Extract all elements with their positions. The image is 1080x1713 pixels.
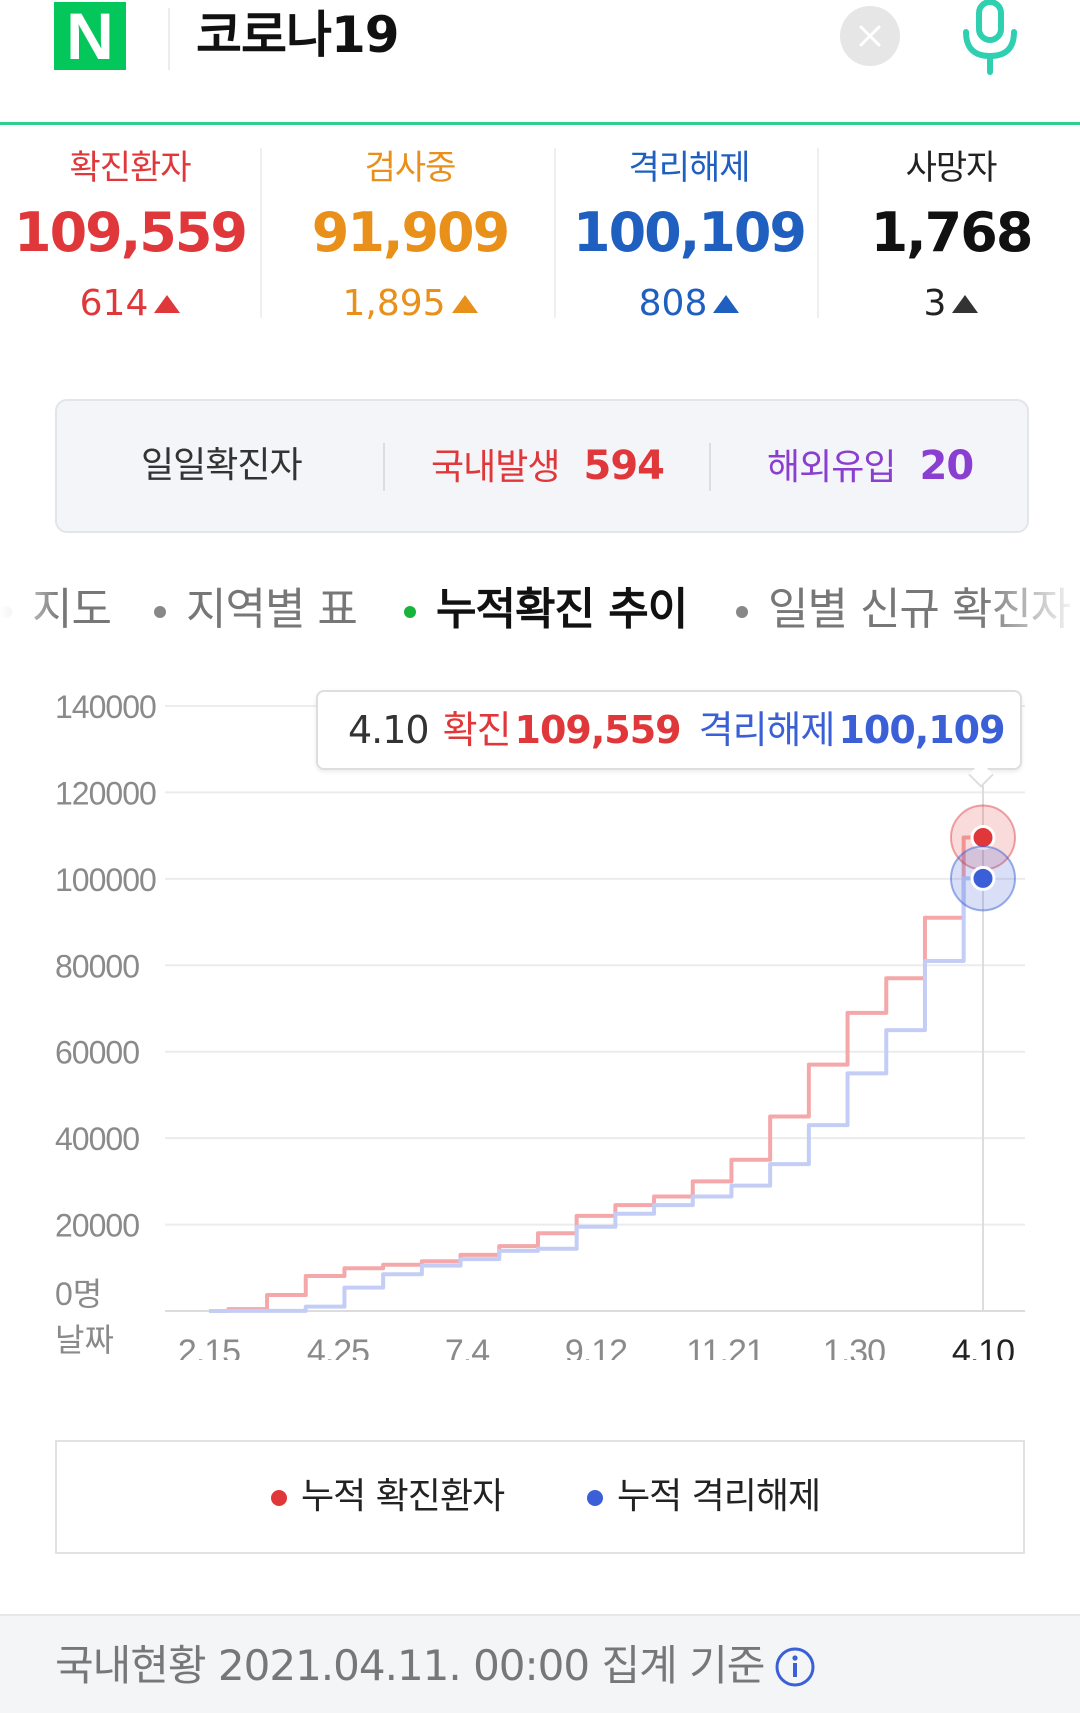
chart-canvas: 140000 120000 100000 80000 60000 40000 20000 0명… bbox=[55, 689, 1025, 1371]
clear-search-button[interactable] bbox=[840, 6, 900, 66]
daily-domestic: 국내발생 594 bbox=[431, 401, 665, 531]
released-series-line bbox=[209, 876, 983, 1313]
increase-arrow-icon bbox=[451, 295, 478, 313]
footer-text: 국내현황 2021.04.11. 00:00 집계 기준 bbox=[55, 1641, 765, 1690]
tabs-fade-right bbox=[980, 570, 1080, 650]
stat-divider bbox=[817, 148, 819, 318]
search-header: N 코로나19 bbox=[0, 0, 1080, 125]
naver-logo[interactable]: N bbox=[54, 2, 126, 70]
increase-arrow-icon bbox=[952, 295, 979, 313]
stat-change-value: 614 bbox=[79, 283, 149, 324]
x-tick-label: 4.10 bbox=[952, 1333, 1014, 1360]
confirmed-point bbox=[970, 825, 996, 851]
released-point bbox=[970, 865, 996, 891]
y-tick-label: 20000 bbox=[55, 1208, 139, 1244]
tab-dot bbox=[404, 606, 416, 618]
stat-divider bbox=[554, 148, 556, 318]
x-tick-label: 11.21 bbox=[686, 1333, 764, 1360]
stat-value: 109,559 bbox=[14, 201, 248, 264]
tab-dot bbox=[154, 606, 166, 618]
tooltip-confirmed-value: 109,559 bbox=[514, 708, 682, 752]
stat-value: 91,909 bbox=[311, 201, 510, 264]
stat-change: 3 bbox=[821, 274, 1080, 334]
legend-dot-icon bbox=[587, 1490, 603, 1506]
tab-label: 지역별 표 bbox=[186, 584, 358, 635]
cumulative-chart[interactable]: 140000 120000 100000 80000 60000 40000 20000 0명… bbox=[0, 680, 1080, 1371]
stat-value: 100,109 bbox=[573, 201, 807, 264]
stat-label: 사망자 bbox=[905, 148, 998, 188]
stat-deaths: 사망자 1,768 3 bbox=[821, 138, 1080, 334]
tab-region-table[interactable]: 지역별 표 bbox=[154, 570, 358, 650]
stat-change-value: 3 bbox=[923, 283, 947, 324]
overseas-label: 해외유입 bbox=[767, 447, 896, 488]
overseas-value: 20 bbox=[919, 443, 974, 489]
stat-confirmed: 확진환자 109,559 614 bbox=[0, 138, 260, 334]
close-icon bbox=[859, 25, 881, 47]
header-underline bbox=[0, 122, 1080, 125]
y-tick-label: 40000 bbox=[55, 1121, 139, 1157]
daily-title: 일일확진자 bbox=[141, 445, 303, 486]
y-tick-label: 100000 bbox=[55, 862, 156, 898]
stat-testing: 검사중 91,909 1,895 bbox=[280, 138, 540, 334]
info-icon[interactable] bbox=[774, 1646, 816, 1688]
stat-change: 808 bbox=[559, 274, 819, 334]
stat-label: 확진환자 bbox=[69, 148, 191, 188]
increase-arrow-icon bbox=[713, 295, 740, 313]
stat-label: 검사중 bbox=[364, 148, 457, 188]
daily-overseas: 해외유입 20 bbox=[767, 401, 974, 531]
x-tick-label: 4.25 bbox=[307, 1333, 369, 1360]
stat-released: 격리해제 100,109 808 bbox=[559, 138, 819, 334]
stat-change-value: 1,895 bbox=[342, 283, 446, 324]
x-axis-label: 날짜 bbox=[55, 1322, 114, 1358]
legend-label: 누적 격리해제 bbox=[617, 1476, 821, 1517]
domestic-value: 594 bbox=[583, 443, 664, 489]
microphone-icon bbox=[963, 0, 1017, 75]
tooltip-date: 4.10 bbox=[348, 708, 430, 752]
increase-arrow-icon bbox=[154, 295, 181, 313]
legend-item-released[interactable]: 누적 격리해제 bbox=[587, 1442, 821, 1552]
stat-change: 614 bbox=[0, 274, 260, 334]
x-tick-label: 9.12 bbox=[565, 1333, 627, 1360]
chart-tooltip: 4.10 확진 109,559 격리해제 100,109 bbox=[316, 690, 1022, 770]
legend-dot-icon bbox=[271, 1490, 287, 1506]
y-tick-label: 140000 bbox=[55, 689, 156, 725]
stat-change-value: 808 bbox=[638, 283, 708, 324]
stat-label: 격리해제 bbox=[628, 148, 750, 188]
stat-change: 1,895 bbox=[280, 274, 540, 334]
daily-confirmed-box: 일일확진자 국내발생 594 해외유입 20 bbox=[55, 399, 1029, 533]
x-tick-label: 7.4 bbox=[445, 1333, 489, 1360]
search-query[interactable]: 코로나19 bbox=[196, 6, 400, 64]
daily-divider bbox=[709, 443, 711, 491]
confirmed-series-line bbox=[209, 835, 983, 1313]
y-tick-label: 80000 bbox=[55, 948, 139, 984]
domestic-label: 국내발생 bbox=[431, 447, 560, 488]
stat-value: 1,768 bbox=[870, 201, 1034, 264]
y-tick-label: 60000 bbox=[55, 1035, 139, 1071]
legend-label: 누적 확진환자 bbox=[301, 1476, 505, 1517]
tooltip-released-label: 격리해제 bbox=[698, 708, 836, 752]
y-tick-label: 120000 bbox=[55, 775, 156, 811]
x-tick-label: 2.15 bbox=[178, 1333, 240, 1360]
tooltip-confirmed-label: 확진 bbox=[442, 708, 512, 752]
header-divider bbox=[168, 8, 170, 70]
stat-divider bbox=[260, 148, 262, 318]
tab-cumulative-trend[interactable]: 누적확진 추이 bbox=[404, 570, 688, 650]
legend-item-confirmed[interactable]: 누적 확진환자 bbox=[271, 1442, 505, 1552]
tooltip-released-value: 100,109 bbox=[838, 708, 1005, 752]
chart-legend: 누적 확진환자 누적 격리해제 bbox=[55, 1440, 1025, 1554]
daily-divider bbox=[383, 443, 385, 491]
covid-stats: 확진환자 109,559 614 검사중 91,909 1,895 격리해제 1… bbox=[0, 138, 1080, 338]
x-tick-label: 1.30 bbox=[823, 1333, 885, 1360]
tab-dot bbox=[736, 606, 748, 618]
chart-tabs: 지도 지역별 표 누적확진 추이 일별 신규 확진자 bbox=[0, 570, 1080, 650]
status-footer: 국내현황 2021.04.11. 00:00 집계 기준 bbox=[0, 1614, 1080, 1713]
voice-search-button[interactable] bbox=[950, 0, 1030, 80]
tabs-fade-left bbox=[0, 570, 60, 650]
tab-label: 누적확진 추이 bbox=[436, 584, 688, 635]
y-zero-label: 0명 bbox=[55, 1276, 102, 1312]
